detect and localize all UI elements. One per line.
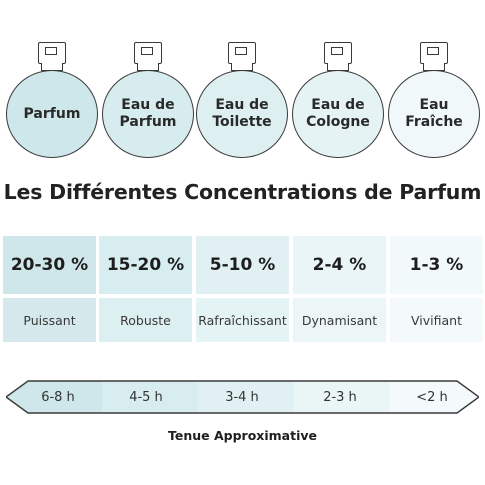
- concentration-percent: 1-3 %: [390, 236, 483, 294]
- duration-segment: [390, 381, 479, 413]
- duration-label: 2-3 h: [323, 389, 357, 405]
- duration-segment: [294, 381, 390, 413]
- perfume-bottle: Eau de Cologne: [292, 42, 384, 160]
- perfume-bottle: Eau Fraîche: [388, 42, 480, 160]
- concentration-label: Robuste: [99, 298, 192, 342]
- concentration-label: Rafraîchissant: [196, 298, 289, 342]
- duration-arrow: [6, 380, 479, 414]
- perfume-bottle: Eau de Toilette: [196, 42, 288, 160]
- perfume-bottle: Parfum: [6, 42, 98, 160]
- bottle-label: Eau Fraîche: [405, 97, 463, 130]
- bottle-body: Eau de Cologne: [292, 70, 384, 158]
- concentration-percent: 20-30 %: [3, 236, 96, 294]
- bottle-body: Eau de Toilette: [196, 70, 288, 158]
- bottle-body: Parfum: [6, 70, 98, 158]
- duration-segment: [6, 381, 102, 413]
- footer-caption: Tenue Approximative: [168, 428, 317, 443]
- concentration-label: Vivifiant: [390, 298, 483, 342]
- concentration-label: Dynamisant: [293, 298, 386, 342]
- concentration-percent: 5-10 %: [196, 236, 289, 294]
- bottle-cap-icon: [134, 42, 162, 64]
- bottle-body: Eau de Parfum: [102, 70, 194, 158]
- duration-label: 6-8 h: [41, 389, 75, 405]
- bottle-label: Eau de Parfum: [119, 97, 177, 130]
- duration-label: <2 h: [416, 389, 448, 405]
- arrow-outline: [6, 380, 479, 414]
- bottle-body: Eau Fraîche: [388, 70, 480, 158]
- duration-label: 3-4 h: [225, 389, 259, 405]
- duration-segment: [198, 381, 294, 413]
- concentration-label: Puissant: [3, 298, 96, 342]
- bottle-cap-icon: [38, 42, 66, 64]
- bottle-label: Eau de Cologne: [306, 97, 370, 130]
- duration-label: 4-5 h: [129, 389, 163, 405]
- bottle-label: Parfum: [23, 105, 81, 122]
- bottle-cap-icon: [420, 42, 448, 64]
- bottle-label: Eau de Toilette: [212, 97, 272, 130]
- duration-segment: [102, 381, 198, 413]
- bottle-cap-icon: [228, 42, 256, 64]
- concentration-percent: 2-4 %: [293, 236, 386, 294]
- perfume-bottle: Eau de Parfum: [102, 42, 194, 160]
- page-title: Les Différentes Concentrations de Parfum: [3, 180, 482, 204]
- bottle-cap-icon: [324, 42, 352, 64]
- concentration-percent: 15-20 %: [99, 236, 192, 294]
